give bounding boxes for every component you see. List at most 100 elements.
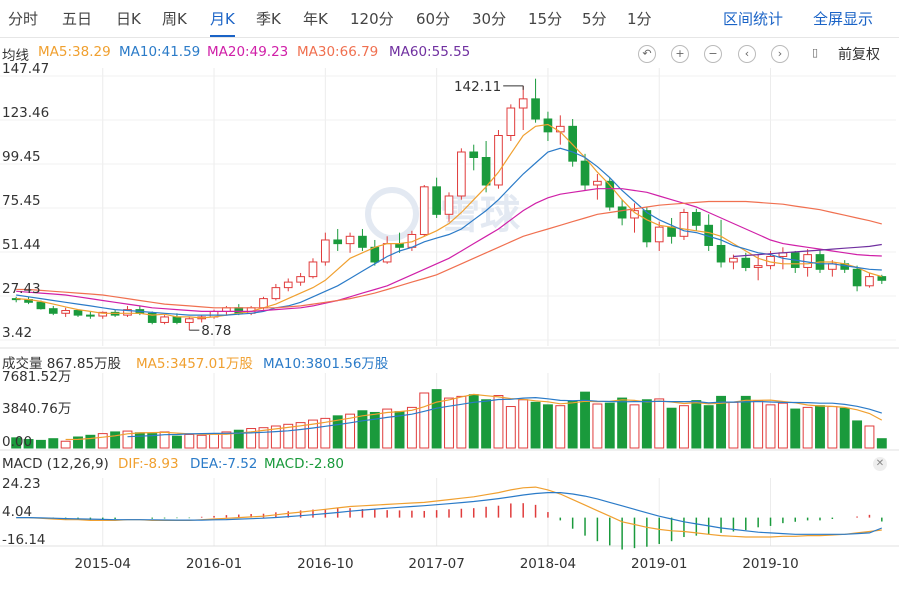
volume-bar: [827, 406, 838, 449]
volume-bar: [592, 403, 603, 449]
x-axis-label: 2016-10: [297, 556, 353, 572]
volume-legend-title: 成交量 867.85万股: [2, 356, 122, 372]
candle-body: [877, 276, 887, 281]
candle-body: [123, 309, 132, 316]
zoom-out-icon[interactable]: −: [704, 45, 722, 63]
ma20-legend: MA20:49.23: [207, 44, 289, 60]
candle-body: [271, 287, 281, 300]
volume-bar: [716, 395, 727, 449]
candle-body: [667, 226, 676, 237]
candle-body: [333, 239, 343, 245]
volume-bar: [679, 405, 689, 449]
vol-ma5-legend: MA5:3457.01万股: [136, 356, 253, 372]
volume-bar: [369, 411, 380, 449]
candle-body: [469, 151, 479, 159]
volume-bar: [740, 395, 751, 449]
volume-bar: [567, 400, 578, 449]
ma20-line: [16, 188, 882, 312]
volume-bar: [617, 397, 628, 449]
pan-left-icon[interactable]: ‹: [738, 45, 756, 63]
volume-axis-label: 0.00: [2, 434, 32, 450]
volume-bar: [196, 434, 207, 449]
tab-月K[interactable]: 月K: [210, 10, 235, 37]
candle-body: [654, 226, 664, 243]
candle-body: [729, 257, 738, 263]
tab-五日[interactable]: 五日: [62, 10, 93, 28]
volume-bar: [777, 402, 788, 449]
ma60-line: [733, 243, 882, 258]
candle-body: [321, 239, 330, 263]
volume-bar: [134, 432, 145, 449]
candle-body: [48, 308, 58, 314]
volume-bar: [493, 395, 504, 449]
volume-bar: [171, 435, 182, 449]
price-axis-label: 51.44: [2, 237, 41, 253]
tab-15分[interactable]: 15分: [528, 10, 563, 28]
x-axis-label: 2019-01: [631, 556, 687, 572]
range-stats-link[interactable]: 区间统计: [723, 10, 784, 28]
ma10-line: [16, 147, 882, 316]
tab-日K[interactable]: 日K: [116, 10, 141, 28]
tab-周K[interactable]: 周K: [162, 10, 187, 28]
high-price-label: 142.11: [454, 79, 501, 95]
volume-bar: [691, 400, 702, 449]
tab-分时[interactable]: 分时: [8, 10, 39, 28]
tab-5分[interactable]: 5分: [582, 10, 607, 28]
x-axis-label: 2016-01: [186, 556, 242, 572]
volume-bar: [246, 428, 257, 449]
volume-bar: [666, 407, 677, 449]
volume-bar: [23, 439, 34, 449]
macd-axis-label: 4.04: [2, 504, 32, 520]
candle-body: [73, 310, 83, 316]
tab-年K[interactable]: 年K: [303, 10, 328, 28]
tab-120分[interactable]: 120分: [350, 10, 394, 28]
volume-bar: [308, 419, 318, 449]
tab-1分[interactable]: 1分: [627, 10, 652, 28]
tab-季K[interactable]: 季K: [256, 10, 281, 28]
candle-body: [642, 210, 652, 243]
candle-body: [419, 186, 429, 235]
candle-body: [444, 195, 454, 215]
candle-body: [555, 125, 565, 133]
adjust-mode-select[interactable]: 前复权: [838, 47, 880, 63]
candle-body: [308, 261, 318, 278]
volume-bar: [555, 405, 566, 449]
ma10-legend: MA10:41.59: [119, 44, 201, 60]
candle-body: [568, 125, 577, 162]
volume-bar: [110, 431, 121, 449]
dif-legend: DIF:-8.93: [118, 456, 179, 472]
fullscreen-link[interactable]: 全屏显示: [813, 10, 874, 28]
candle-body: [531, 98, 540, 120]
candle-body: [518, 98, 528, 109]
volume-bar: [48, 438, 59, 449]
watermark-logo-icon: [365, 187, 419, 241]
undo-icon[interactable]: ↶: [638, 45, 656, 63]
volume-bar: [654, 398, 665, 449]
candle-body: [506, 107, 516, 137]
volume-bar: [815, 405, 825, 449]
tab-30分[interactable]: 30分: [472, 10, 507, 28]
volume-bar: [184, 433, 195, 449]
price-axis-label: 99.45: [2, 149, 41, 165]
candle-body: [184, 318, 194, 323]
candle-body: [741, 257, 751, 268]
candle-body: [432, 186, 441, 215]
volume-bar: [258, 427, 269, 449]
candle-type-icon[interactable]: ▯: [811, 46, 819, 59]
close-icon[interactable]: ✕: [873, 457, 887, 471]
volume-bar: [295, 422, 306, 449]
tab-60分[interactable]: 60分: [416, 10, 451, 28]
ma60-legend: MA60:55.55: [389, 44, 471, 60]
candle-body: [296, 276, 305, 283]
zoom-in-icon[interactable]: +: [671, 45, 689, 63]
candle-body: [147, 312, 157, 323]
volume-bar: [629, 404, 640, 449]
x-axis-label: 2017-07: [408, 556, 464, 572]
pan-right-icon[interactable]: ›: [771, 45, 789, 63]
candle-body: [580, 160, 590, 186]
candle-body: [605, 180, 615, 208]
candle-body: [358, 235, 367, 248]
price-axis-label: 75.45: [2, 193, 41, 209]
ma-legend-title: 均线: [2, 48, 29, 64]
